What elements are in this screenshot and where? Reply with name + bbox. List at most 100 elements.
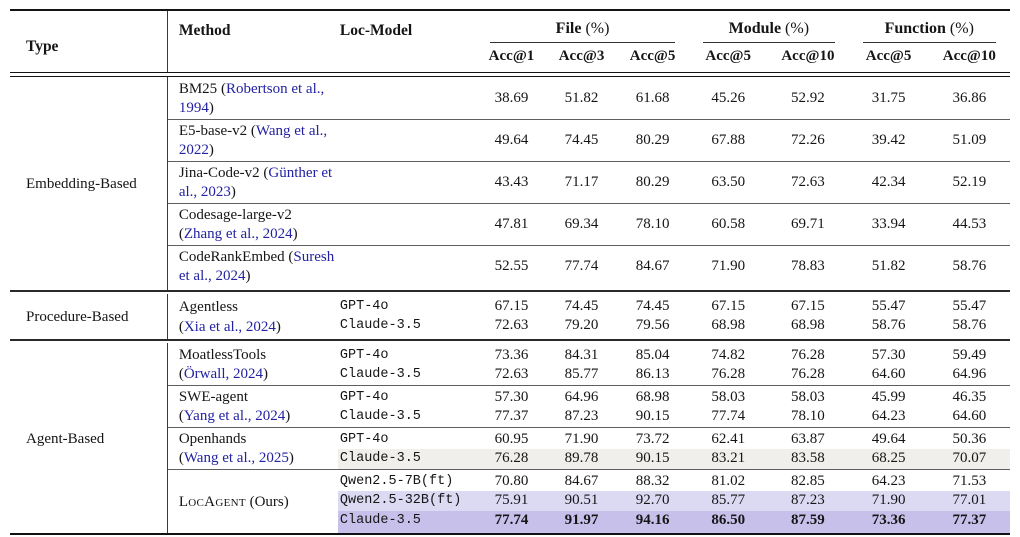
metric-value-cell: 67.88	[689, 119, 767, 161]
metric-value-cell: 81.02	[689, 469, 767, 491]
citation-link[interactable]: Xia et al., 2024	[184, 319, 276, 335]
metric-value-cell: 63.87	[767, 427, 848, 449]
group-header-function: Function (%)	[849, 10, 1011, 43]
method-cell: E5-base-v2 (Wang et al., 2022)	[167, 119, 338, 161]
metric-value-cell: 87.23	[547, 407, 616, 427]
loc-model-cell: GPT-4o	[338, 343, 476, 366]
metric-value-cell: 77.37	[929, 511, 1010, 535]
metric-value-cell: 75.91	[476, 491, 547, 511]
loc-model-cell: GPT-4o	[338, 385, 476, 407]
metric-value-cell: 52.92	[767, 76, 848, 119]
metric-value-cell: 72.63	[767, 161, 848, 203]
metric-value-cell: 74.45	[547, 294, 616, 317]
method-cell: MoatlessTools(Örwall, 2024)	[167, 343, 338, 386]
method-name: CodeRankEmbed	[179, 249, 289, 265]
group-header-module: Module (%)	[689, 10, 848, 43]
metric-value-cell: 64.96	[929, 365, 1010, 385]
metric-value-cell: 80.29	[616, 119, 689, 161]
metric-value-cell: 67.15	[476, 294, 547, 317]
citation-link[interactable]: Wang et al., 2025	[184, 450, 289, 466]
metric-value-cell: 68.98	[616, 385, 689, 407]
metric-value-cell: 74.45	[547, 119, 616, 161]
group-unit-file: (%)	[585, 20, 609, 37]
loc-model-cell	[338, 161, 476, 203]
metric-value-cell: 76.28	[476, 449, 547, 469]
metric-value-cell: 58.03	[689, 385, 767, 407]
metric-value-cell: 90.51	[547, 491, 616, 511]
metric-value-cell: 82.85	[767, 469, 848, 491]
metric-header-module-acc5: Acc@5	[689, 43, 767, 73]
loc-model-cell: GPT-4o	[338, 427, 476, 449]
group-label-module: Module	[729, 20, 781, 37]
metric-value-cell: 51.09	[929, 119, 1010, 161]
col-header-type: Type	[10, 10, 167, 73]
loc-model-cell: Claude-3.5	[338, 365, 476, 385]
group-label-file: File	[556, 20, 582, 37]
loc-model-cell: Claude-3.5	[338, 511, 476, 535]
method-cell: LocAgent (Ours)	[167, 469, 338, 534]
method-cell: BM25 (Robertson et al., 1994)	[167, 76, 338, 119]
metric-value-cell: 69.71	[767, 203, 848, 245]
header-row-groups: Type Method Loc-Model File (%) Module (%…	[10, 10, 1010, 43]
metric-value-cell: 78.10	[616, 203, 689, 245]
metric-value-cell: 92.70	[616, 491, 689, 511]
metric-value-cell: 60.58	[689, 203, 767, 245]
metric-value-cell: 78.83	[767, 245, 848, 291]
method-cell: Openhands(Wang et al., 2025)	[167, 427, 338, 469]
metric-value-cell: 76.28	[767, 365, 848, 385]
metric-value-cell: 76.28	[689, 365, 767, 385]
metric-value-cell: 87.59	[767, 511, 848, 535]
metric-header-file-acc5: Acc@5	[616, 43, 689, 73]
metric-value-cell: 51.82	[849, 245, 929, 291]
metric-value-cell: 84.67	[616, 245, 689, 291]
metric-value-cell: 77.01	[929, 491, 1010, 511]
metric-header-function-acc10: Acc@10	[929, 43, 1010, 73]
metric-value-cell: 80.29	[616, 161, 689, 203]
metric-value-cell: 76.28	[767, 343, 848, 366]
loc-model-cell	[338, 76, 476, 119]
metric-value-cell: 68.25	[849, 449, 929, 469]
metric-value-cell: 43.43	[476, 161, 547, 203]
method-citation: (Xia et al., 2024)	[179, 318, 338, 338]
metric-value-cell: 87.23	[767, 491, 848, 511]
metric-value-cell: 58.76	[929, 316, 1010, 340]
citation-link[interactable]: Zhang et al., 2024	[184, 226, 293, 242]
method-citation: (Yang et al., 2024)	[179, 407, 338, 427]
col-header-loc-model: Loc-Model	[338, 10, 476, 73]
loc-model-cell: Qwen2.5-32B(ft)	[338, 491, 476, 511]
metric-value-cell: 78.10	[767, 407, 848, 427]
metric-header-function-acc5: Acc@5	[849, 43, 929, 73]
metric-value-cell: 85.04	[616, 343, 689, 366]
metric-value-cell: 88.32	[616, 469, 689, 491]
metric-value-cell: 59.49	[929, 343, 1010, 366]
metric-value-cell: 68.98	[767, 316, 848, 340]
metric-value-cell: 70.07	[929, 449, 1010, 469]
metric-value-cell: 90.15	[616, 407, 689, 427]
loc-model-cell	[338, 203, 476, 245]
method-name: BM25	[179, 81, 221, 97]
loc-model-cell: Claude-3.5	[338, 407, 476, 427]
metric-value-cell: 86.50	[689, 511, 767, 535]
metric-value-cell: 67.15	[689, 294, 767, 317]
metric-value-cell: 71.90	[689, 245, 767, 291]
metric-value-cell: 77.74	[476, 511, 547, 535]
metric-value-cell: 31.75	[849, 76, 929, 119]
method-name: LocAgent	[179, 494, 246, 510]
metric-value-cell: 63.50	[689, 161, 767, 203]
metric-value-cell: 73.36	[476, 343, 547, 366]
metric-value-cell: 49.64	[476, 119, 547, 161]
citation-link[interactable]: Örwall, 2024	[184, 366, 263, 382]
metric-value-cell: 83.58	[767, 449, 848, 469]
citation-link[interactable]: Yang et al., 2024	[184, 408, 285, 424]
metric-value-cell: 71.90	[849, 491, 929, 511]
metric-value-cell: 70.80	[476, 469, 547, 491]
metric-value-cell: 52.19	[929, 161, 1010, 203]
metric-value-cell: 77.37	[476, 407, 547, 427]
metric-value-cell: 45.26	[689, 76, 767, 119]
group-unit-module: (%)	[785, 20, 809, 37]
metric-value-cell: 52.55	[476, 245, 547, 291]
type-label: Embedding-Based	[10, 76, 167, 291]
